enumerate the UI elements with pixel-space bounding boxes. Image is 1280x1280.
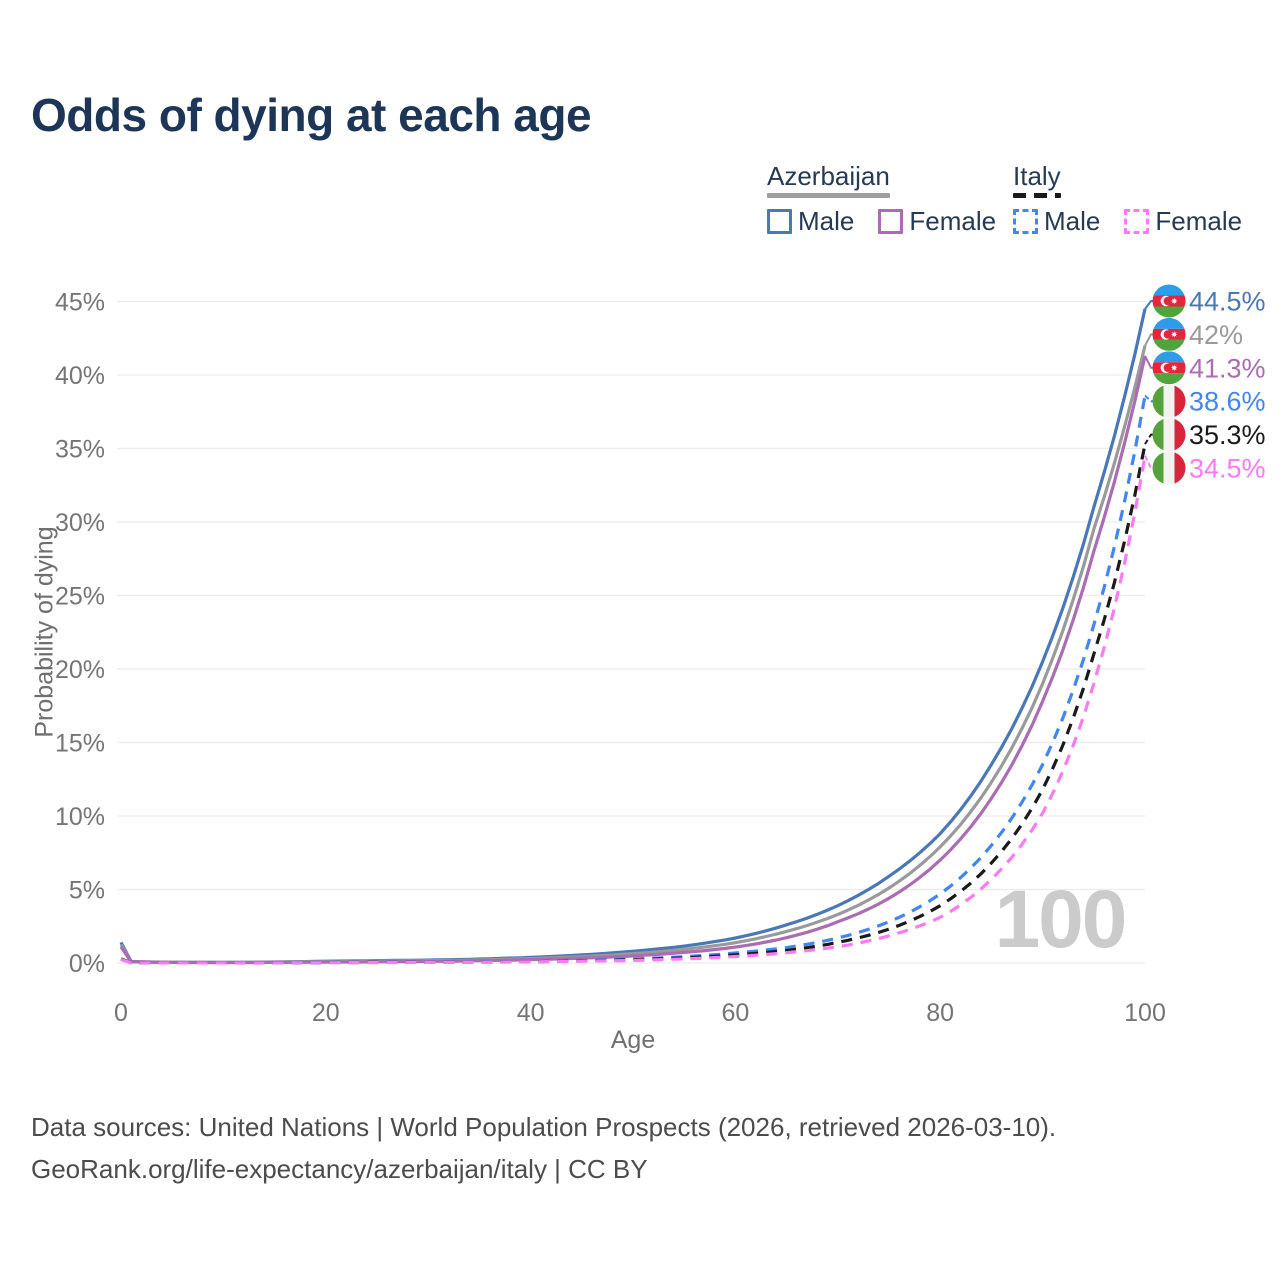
series-line-azerbaijan-both[interactable]	[119, 345, 1147, 965]
footer: Data sources: United Nations | World Pop…	[31, 1106, 1056, 1190]
legend-azerbaijan-underline	[767, 193, 890, 198]
y-tick-label: 30%	[55, 509, 105, 537]
legend-azerbaijan-female-label: Female	[909, 206, 997, 236]
x-tick-label: 0	[114, 999, 128, 1027]
legend-group-italy: Italy Male Female	[1013, 162, 1256, 234]
series-line-italy-female[interactable]	[120, 455, 1147, 965]
legend-item-azerbaijan-female[interactable]: Female	[878, 208, 996, 234]
flag-icon-italy	[1152, 384, 1186, 418]
x-tick-label: 60	[721, 999, 749, 1027]
legend-item-azerbaijan-male[interactable]: Male	[767, 208, 854, 234]
legend-italy-underline	[1013, 193, 1061, 198]
legend-italy-male-label: Male	[1044, 206, 1101, 236]
age-watermark: 100	[995, 874, 1126, 965]
y-tick-label: 40%	[55, 362, 105, 390]
flag-icon-italy	[1152, 418, 1186, 452]
y-tick-label: 10%	[55, 803, 105, 831]
series-line-azerbaijan-female[interactable]	[119, 355, 1147, 965]
legend-azerbaijan-male-swatch[interactable]	[767, 208, 792, 234]
page-title: Odds of dying at each age	[31, 89, 592, 141]
flag-icon-azerbaijan	[1152, 351, 1186, 385]
end-value-label-italy-male: 38.6%	[1189, 387, 1266, 417]
legend-group-azerbaijan: Azerbaijan Male Female	[767, 162, 1010, 234]
flag-icon-azerbaijan	[1152, 284, 1186, 318]
legend-italy-male-swatch[interactable]	[1013, 208, 1038, 234]
end-value-label-italy-female: 34.5%	[1189, 454, 1266, 484]
x-tick-label: 20	[312, 999, 340, 1027]
flag-icon-azerbaijan	[1152, 317, 1186, 351]
legend-item-italy-female[interactable]: Female	[1124, 208, 1242, 234]
end-label-connector	[1144, 433, 1155, 445]
y-tick-label: 0%	[69, 950, 105, 978]
y-tick-label: 5%	[69, 877, 105, 905]
x-tick-label: 80	[926, 999, 954, 1027]
y-tick-label: 45%	[55, 289, 105, 317]
end-value-label-azerbaijan-female: 41.3%	[1189, 353, 1266, 383]
legend-italy-female-swatch[interactable]	[1124, 208, 1150, 234]
x-axis-title: Age	[610, 1026, 656, 1054]
end-value-label-azerbaijan-male: 44.5%	[1189, 287, 1266, 317]
x-tick-label: 100	[1124, 999, 1166, 1027]
y-tick-label: 20%	[55, 656, 105, 684]
series-line-italy-male[interactable]	[120, 395, 1147, 965]
footer-attribution: GeoRank.org/life-expectancy/azerbaijan/i…	[31, 1154, 648, 1184]
y-tick-label: 25%	[55, 583, 105, 611]
legend-italy-female-label: Female	[1155, 206, 1243, 236]
flag-icon-italy	[1152, 451, 1186, 485]
footer-data-sources: Data sources: United Nations | World Pop…	[31, 1112, 1057, 1142]
y-tick-label: 15%	[55, 730, 105, 758]
legend-azerbaijan-female-swatch[interactable]	[878, 208, 904, 234]
legend-italy-title[interactable]: Italy	[1013, 161, 1061, 191]
legend-azerbaijan-title[interactable]: Azerbaijan	[767, 161, 890, 191]
legend-item-italy-male[interactable]: Male	[1013, 208, 1100, 234]
legend-azerbaijan-male-label: Male	[798, 206, 855, 236]
end-value-label-azerbaijan-both: 42%	[1189, 320, 1243, 350]
end-value-label-italy-both: 35.3%	[1189, 420, 1266, 450]
y-axis-title: Probability of dying	[30, 526, 59, 738]
y-tick-label: 35%	[55, 436, 105, 464]
x-tick-label: 40	[517, 999, 545, 1027]
